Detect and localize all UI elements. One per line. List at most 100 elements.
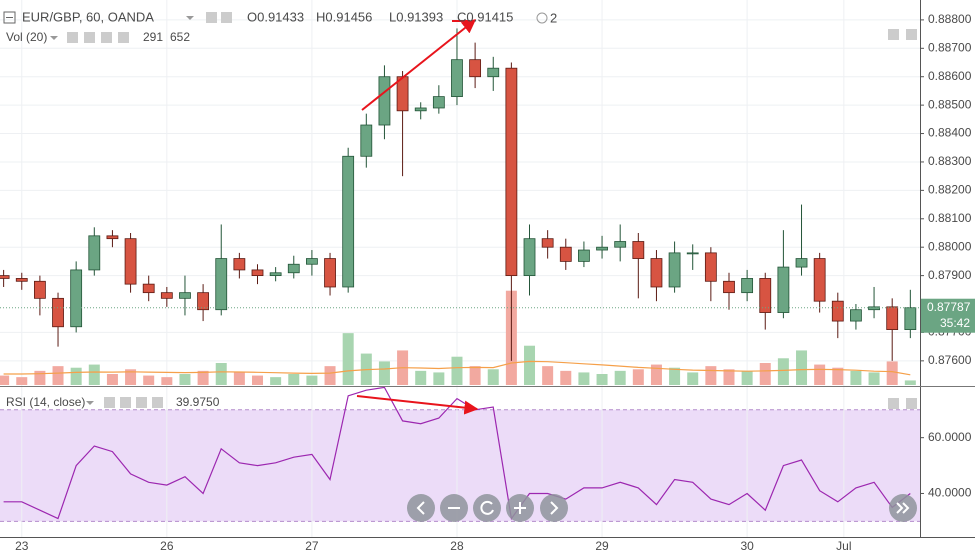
eye-icon[interactable] [104, 397, 115, 408]
pane-maximize-icon[interactable] [906, 398, 917, 409]
volume-bar [324, 366, 336, 385]
candle-body [106, 235, 119, 240]
rsi-tick-label: 40.0000 [928, 486, 972, 500]
candle-body [287, 263, 300, 274]
candle-body [215, 258, 228, 311]
pane-maximize-icon[interactable] [906, 29, 917, 40]
volume-bar [270, 377, 282, 385]
legend-open: O0.91433 [247, 9, 304, 24]
volume-bar [850, 370, 862, 385]
volume-ma-value: 652 [170, 30, 190, 44]
y-tick-label: 0.88600 [928, 69, 972, 83]
pane-up-icon[interactable] [888, 29, 899, 40]
icon [550, 501, 559, 515]
y-tick-label: 0.87900 [928, 268, 972, 282]
volume-bar [904, 380, 916, 385]
candle-body [686, 252, 699, 255]
volume-title: Vol (20) [6, 30, 47, 44]
candle-body [850, 309, 862, 322]
dropdown-icon[interactable] [86, 401, 94, 405]
dropdown-icon[interactable] [50, 36, 58, 40]
volume-bar [868, 372, 880, 385]
volume-bar [52, 366, 64, 385]
volume-bar [378, 361, 390, 385]
volume-bar [759, 363, 771, 385]
volume-value: 291 [143, 30, 163, 44]
settings-icon[interactable] [120, 397, 131, 408]
x-tick-label: 23 [15, 539, 29, 553]
volume-bar [143, 375, 155, 385]
volume-bar [70, 367, 82, 385]
volume-bar [179, 374, 191, 385]
candle-body [15, 278, 28, 282]
rsi-value: 39.9750 [176, 395, 220, 409]
y-tick-label: 0.88000 [928, 239, 972, 253]
close-icon[interactable] [152, 397, 163, 408]
candle-body [88, 235, 101, 271]
volume-bar [723, 369, 735, 385]
close-icon[interactable] [118, 32, 129, 43]
volume-bar [125, 369, 137, 385]
candle-body [831, 300, 844, 322]
last-price-label: 0.87787 [927, 300, 971, 314]
legend-close: C0.91415 [457, 9, 513, 24]
y-tick-label: 0.88500 [928, 97, 972, 111]
volume-bar [796, 350, 808, 385]
candle-body [342, 155, 355, 288]
candle-body [868, 306, 880, 311]
candle-body [70, 269, 83, 328]
candle-body [559, 246, 572, 262]
countdown-label: 35:42 [940, 316, 970, 330]
scroll-left-button[interactable] [407, 494, 435, 522]
collapse-icon[interactable] [3, 11, 16, 24]
volume-bar [596, 374, 608, 385]
symbol-title: EUR/GBP, 60, OANDA [22, 9, 154, 24]
volume-bar [469, 366, 481, 385]
volume-bar [741, 370, 753, 385]
candle-body [795, 258, 808, 268]
settings-icon[interactable] [206, 12, 217, 23]
volume-bar [614, 370, 626, 385]
dropdown-icon[interactable] [186, 16, 194, 20]
volume-bar [106, 374, 118, 385]
icon [514, 502, 526, 514]
candle-body [432, 96, 445, 109]
alarm-icon[interactable] [536, 12, 548, 24]
candle-body [668, 252, 681, 288]
add-icon[interactable] [136, 397, 147, 408]
navigation-buttons [407, 494, 917, 522]
candle-body [306, 258, 318, 265]
volume-bar [578, 372, 590, 385]
x-tick-label: 29 [595, 539, 609, 553]
annotation-arrow [361, 19, 477, 111]
rsi-line [3, 386, 911, 521]
candle-body [414, 107, 427, 112]
volume-ma-line [3, 360, 911, 376]
volume-bar [0, 375, 10, 385]
candle-body [269, 272, 282, 277]
volume-bar [487, 369, 499, 385]
volume-bar [215, 363, 227, 385]
annotation-arrow [356, 395, 479, 415]
pane-up-icon[interactable] [888, 398, 899, 409]
candle-body [197, 292, 210, 311]
volume-bar [542, 366, 554, 385]
volume-bar [252, 375, 264, 385]
volume-bar [705, 366, 717, 385]
y-tick-label: 0.88300 [928, 154, 972, 168]
x-tick-label: 28 [450, 539, 464, 553]
x-tick-label: 30 [740, 539, 754, 553]
settings-icon[interactable] [84, 32, 95, 43]
add-icon[interactable] [101, 32, 112, 43]
reset-button[interactable] [473, 494, 501, 522]
eye-icon[interactable] [221, 12, 232, 23]
plot-area [0, 0, 920, 537]
candle-body [124, 238, 137, 285]
candle-body [378, 76, 391, 126]
candle-body [704, 252, 717, 282]
eye-icon[interactable] [67, 32, 78, 43]
scroll-right-button[interactable] [540, 494, 568, 522]
icon [896, 502, 910, 514]
